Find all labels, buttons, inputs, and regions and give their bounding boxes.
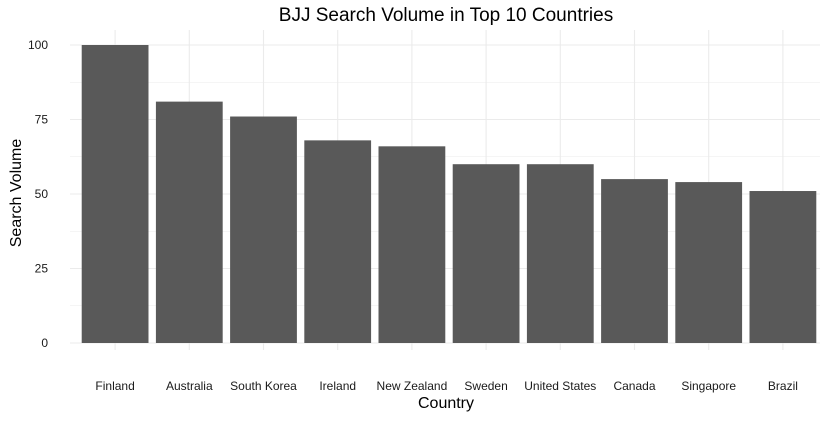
x-tick-label: Australia: [166, 379, 213, 393]
y-tick-label: 0: [41, 336, 48, 350]
x-tick-label: South Korea: [230, 379, 297, 393]
x-axis-label: Country: [418, 395, 474, 412]
y-tick-label: 75: [35, 113, 49, 127]
x-tick-label: Singapore: [681, 379, 736, 393]
x-tick-label: Ireland: [319, 379, 356, 393]
x-tick-label: Sweden: [464, 379, 507, 393]
bar-finland: [81, 45, 149, 343]
x-tick-label: United States: [524, 379, 596, 393]
bar-brazil: [749, 191, 817, 343]
y-tick-label: 50: [35, 187, 49, 201]
bar-singapore: [675, 182, 743, 343]
x-tick-label: New Zealand: [377, 379, 448, 393]
bar-united-states: [526, 164, 594, 343]
y-axis-label: Search Volume: [8, 139, 25, 248]
x-tick-label: Finland: [95, 379, 134, 393]
bar-canada: [601, 179, 668, 343]
y-tick-label: 25: [35, 262, 49, 276]
chart-title: BJJ Search Volume in Top 10 Countries: [279, 5, 613, 26]
bar-australia: [155, 101, 223, 344]
x-axis-ticks: Finland Australia South Korea Ireland New Ze…: [95, 379, 797, 393]
bar-south-korea: [230, 116, 297, 344]
bar-new-zealand: [378, 146, 446, 343]
x-tick-label: Brazil: [768, 379, 798, 393]
y-axis-ticks: 0 25 50 75 100: [28, 38, 48, 350]
bar-ireland: [304, 140, 372, 343]
bar-sweden: [452, 164, 520, 343]
y-tick-label: 100: [28, 38, 48, 52]
x-tick-label: Canada: [613, 379, 655, 393]
bars: [81, 45, 817, 344]
